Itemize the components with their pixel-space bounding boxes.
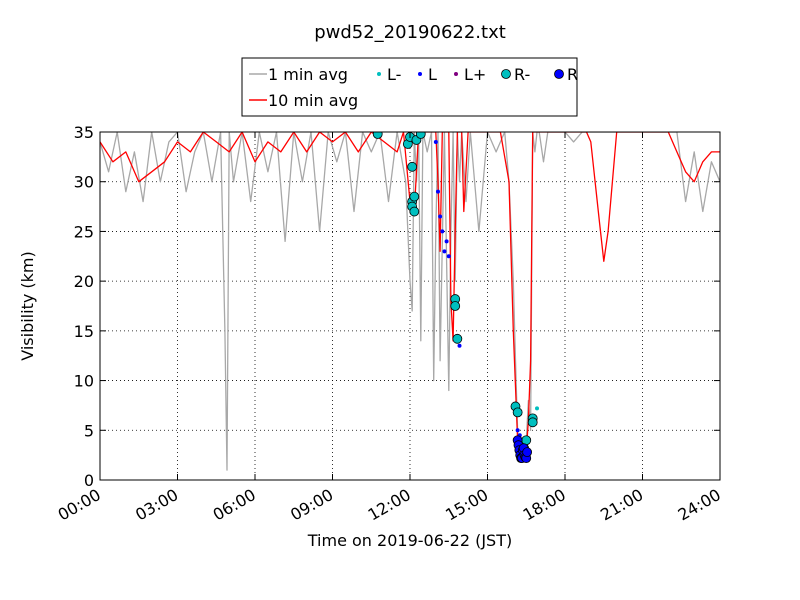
y-tick-label: 35 — [74, 123, 94, 142]
y-tick-label: 5 — [84, 421, 94, 440]
data-point-r-minus — [407, 161, 418, 172]
data-point-l — [438, 214, 443, 219]
data-point-l — [435, 189, 440, 194]
y-tick-label: 10 — [74, 372, 94, 391]
data-point-l — [433, 139, 438, 144]
data-point-r-minus — [527, 417, 538, 428]
data-point-r — [522, 447, 533, 458]
legend: 1 min avg 10 min avg L- L L+ R- R — [241, 57, 578, 117]
y-tick-label: 25 — [74, 222, 94, 241]
data-point-l — [442, 249, 447, 254]
data-point-l — [444, 239, 449, 244]
legend-label-ten-min: 10 min avg — [268, 91, 358, 110]
legend-box — [241, 57, 578, 117]
y-axis-label: Visibility (km) — [18, 251, 37, 360]
legend-label-l: L — [428, 65, 437, 84]
legend-label-l-plus: L+ — [464, 65, 486, 84]
plot-series — [100, 132, 720, 471]
data-point-l-minus — [535, 406, 540, 411]
legend-label-r: R — [567, 65, 578, 84]
data-point-r-minus — [415, 132, 426, 139]
y-tick-label: 15 — [74, 322, 94, 341]
x-axis-label: Time on 2019-06-22 (JST) — [307, 531, 512, 550]
y-tick-label: 20 — [74, 272, 94, 291]
data-point-r-minus — [372, 132, 383, 139]
data-point-r-minus — [450, 301, 461, 311]
data-point-r-minus — [409, 206, 420, 217]
data-point-l — [440, 229, 445, 234]
series-line-one-min — [100, 132, 720, 471]
data-point-l — [457, 343, 462, 348]
data-point-r-minus — [452, 333, 463, 344]
data-point-l — [515, 428, 520, 433]
legend-swatch-l-plus — [454, 72, 458, 76]
data-point-l — [446, 254, 451, 259]
data-point-r-minus — [512, 407, 523, 418]
y-tick-label: 0 — [84, 471, 94, 490]
legend-swatch-l — [418, 72, 422, 76]
legend-swatch-l-minus — [377, 72, 381, 76]
legend-label-one-min: 1 min avg — [268, 65, 348, 84]
series-line-ten-min — [100, 132, 720, 461]
chart-title: pwd52_20190622.txt — [314, 22, 506, 43]
legend-swatch-r — [554, 69, 564, 79]
data-point-r-minus — [409, 191, 420, 202]
y-axis: 0 5 10 15 20 25 30 35 — [74, 123, 720, 490]
legend-label-r-minus: R- — [514, 65, 530, 84]
y-tick-label: 30 — [74, 173, 94, 192]
legend-label-l-minus: L- — [387, 65, 401, 84]
legend-swatch-r-minus — [501, 69, 511, 79]
